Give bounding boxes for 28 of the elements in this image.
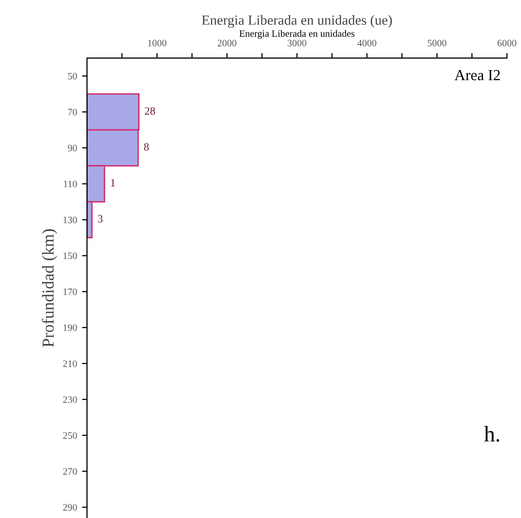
annotation: Area I2 — [454, 70, 500, 80]
x-tick-label: 6000 — [498, 40, 516, 46]
y-tick-label: 270 — [63, 468, 77, 475]
y-tick-label: 50 — [68, 72, 77, 80]
y-tick-label: 170 — [64, 288, 77, 296]
y-tick-label: 290 — [63, 504, 77, 511]
x-tick-label: 3000 — [288, 40, 306, 46]
y-tick-label: 90 — [68, 144, 77, 152]
x-tick-label: 4000 — [357, 40, 376, 46]
y-tick-label: 250 — [63, 432, 77, 439]
y-tick-label: 210 — [63, 360, 77, 367]
y-tick-label: 110 — [64, 180, 77, 188]
x-axis-title: Energia Liberada en unidades — [239, 30, 354, 39]
x-tick-label: 1000 — [148, 40, 166, 46]
y-axis-title: Profundidad (km) — [42, 229, 58, 348]
annotation: 28 — [144, 107, 156, 115]
annotation: 3 — [98, 215, 103, 223]
x-tick-label: 2000 — [218, 40, 236, 46]
annotation: 1 — [111, 179, 115, 186]
annotation: 8 — [144, 143, 149, 151]
x-tick-label: 5000 — [428, 40, 446, 46]
annotation: h. — [484, 426, 500, 442]
y-tick-label: 230 — [63, 396, 77, 403]
y-tick-label: 190 — [64, 324, 77, 332]
chart-title: Energia Liberada en unidades (ue) — [202, 15, 392, 28]
y-tick-label: 70 — [68, 108, 77, 116]
y-tick-label: 150 — [64, 252, 77, 260]
y-tick-label: 130 — [64, 216, 77, 224]
